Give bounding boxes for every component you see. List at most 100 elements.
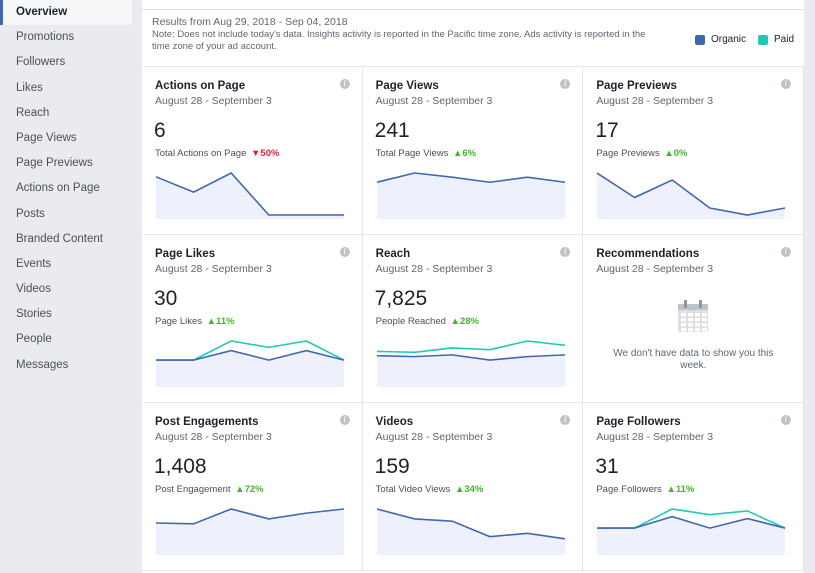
- sidebar-item-stories[interactable]: Stories: [16, 308, 52, 321]
- metric-name: Total Video Views: [375, 484, 453, 495]
- organic-series-line: [376, 354, 565, 361]
- sidebar-item-videos[interactable]: Videos: [16, 283, 51, 296]
- card-post-engagements[interactable]: Post Engagements August 28 - September 3 i…: [142, 403, 363, 571]
- sidebar-item-events[interactable]: Events: [16, 257, 52, 270]
- empty-state: We don't have data to show you this week…: [583, 299, 803, 372]
- sparkline-chart: [156, 508, 345, 555]
- sidebar-item-page-views[interactable]: Page Views: [16, 131, 77, 144]
- card-date-range: August 28 - September 3: [596, 263, 714, 275]
- sidebar-item-followers[interactable]: Followers: [16, 56, 66, 69]
- organic-series-line: [376, 172, 565, 184]
- metric-label: Total Page Views ▲6%: [376, 148, 476, 159]
- metric-value: 1,408: [154, 455, 207, 478]
- metric-value: 30: [154, 287, 178, 310]
- sparkline-chart: [597, 172, 786, 219]
- card-page-likes[interactable]: Page Likes August 28 - September 3 i 30 Page…: [142, 235, 363, 403]
- change-percent: ▼50%: [251, 148, 280, 159]
- metric-value: 31: [595, 455, 619, 478]
- card-title: Actions on Page: [155, 80, 246, 92]
- card-date-range: August 28 - September 3: [375, 431, 493, 443]
- sidebar: Overview Promotions Followers Likes Reach Pag…: [0, 0, 132, 573]
- metric-name: Page Previews: [596, 148, 663, 159]
- metric-label: Page Previews ▲0%: [596, 148, 687, 159]
- metric-name: Page Followers: [596, 484, 665, 495]
- info-icon[interactable]: i: [339, 247, 350, 257]
- change-percent: ▲34%: [454, 484, 484, 495]
- sparkline-chart: [597, 508, 786, 555]
- card-date-range: August 28 - September 3: [596, 95, 714, 107]
- organic-series-line: [597, 515, 786, 529]
- info-icon[interactable]: i: [560, 415, 571, 425]
- sparkline-chart: [156, 340, 345, 387]
- organic-area: [376, 173, 565, 219]
- info-icon[interactable]: i: [560, 79, 571, 89]
- sidebar-item-people[interactable]: People: [16, 333, 52, 346]
- info-icon[interactable]: i: [780, 79, 791, 89]
- paid-legend-swatch: [757, 35, 768, 45]
- metrics-grid: Actions on Page August 28 - September 3 i 6…: [142, 66, 804, 571]
- organic-series-line: [597, 172, 786, 216]
- change-percent: ▲11%: [206, 316, 235, 327]
- metric-label: Total Video Views ▲34%: [376, 484, 484, 495]
- metric-value: 7,825: [374, 287, 428, 310]
- card-title: Page Followers: [596, 416, 681, 428]
- card-title: Page Likes: [155, 248, 216, 260]
- organic-area: [156, 509, 344, 555]
- sidebar-item-branded-content[interactable]: Branded Content: [16, 232, 103, 245]
- metric-label: Total Actions on Page ▼50%: [155, 148, 279, 159]
- card-title: Reach: [375, 248, 411, 260]
- organic-series-line: [156, 508, 345, 525]
- card-date-range: August 28 - September 3: [375, 95, 493, 107]
- main-content: Results from Aug 29, 2018 - Sep 04, 2018…: [142, 0, 804, 573]
- metric-name: Page Likes: [155, 316, 205, 327]
- info-icon[interactable]: i: [560, 247, 571, 257]
- card-date-range: August 28 - September 3: [155, 263, 272, 275]
- metric-name: Total Actions on Page: [155, 148, 250, 159]
- card-recommendations[interactable]: Recommendations August 28 - September 3 i W…: [583, 235, 804, 403]
- sidebar-item-posts[interactable]: Posts: [16, 207, 45, 220]
- card-title: Videos: [375, 416, 414, 428]
- sidebar-item-overview[interactable]: Overview: [0, 0, 132, 26]
- sidebar-item-likes[interactable]: Likes: [16, 81, 43, 94]
- card-page-previews[interactable]: Page Previews August 28 - September 3 i 17 P…: [583, 67, 804, 235]
- card-title: Recommendations: [596, 248, 700, 260]
- change-percent: ▲6%: [453, 148, 477, 159]
- info-icon[interactable]: i: [780, 415, 791, 425]
- change-percent: ▲28%: [450, 316, 479, 327]
- organic-area: [597, 173, 786, 219]
- card-date-range: August 28 - September 3: [375, 263, 493, 275]
- metric-label: People Reached ▲28%: [376, 316, 479, 327]
- info-icon[interactable]: i: [780, 247, 791, 257]
- card-date-range: August 28 - September 3: [155, 95, 272, 107]
- card-title: Page Views: [375, 80, 439, 92]
- sidebar-item-reach[interactable]: Reach: [16, 106, 50, 119]
- card-videos[interactable]: Videos August 28 - September 3 i 159 Total V…: [362, 403, 584, 571]
- card-actions-on-page[interactable]: Actions on Page August 28 - September 3 i 6…: [142, 67, 363, 235]
- sparkline-chart: [376, 340, 565, 387]
- organic-series-line: [376, 508, 565, 540]
- metric-name: People Reached: [375, 316, 449, 327]
- metric-label: Page Likes ▲11%: [155, 316, 235, 327]
- metric-value: 6: [154, 119, 166, 142]
- card-title: Post Engagements: [155, 416, 259, 428]
- sidebar-item-actions-on-page[interactable]: Actions on Page: [16, 182, 100, 195]
- sidebar-item-promotions[interactable]: Promotions: [16, 31, 75, 44]
- timezone-note: Note: Does not include today's data. Ins…: [152, 29, 646, 52]
- organic-area: [376, 509, 565, 555]
- info-icon[interactable]: i: [339, 415, 350, 425]
- organic-legend-swatch: [694, 35, 705, 45]
- info-icon[interactable]: i: [339, 79, 350, 89]
- sidebar-item-page-previews[interactable]: Page Previews: [16, 157, 93, 170]
- metric-value: 159: [374, 455, 410, 478]
- sidebar-item-messages[interactable]: Messages: [16, 358, 69, 371]
- sparkline-chart: [376, 172, 565, 219]
- change-percent: ▲11%: [666, 484, 695, 495]
- card-reach[interactable]: Reach August 28 - September 3 i 7,825 People…: [362, 235, 584, 403]
- paid-series-line: [376, 340, 565, 354]
- metric-name: Post Engagement: [155, 484, 234, 495]
- calendar-icon: [678, 300, 709, 332]
- card-page-followers[interactable]: Page Followers August 28 - September 3 i 31…: [583, 403, 804, 571]
- organic-area: [156, 350, 344, 387]
- card-page-views[interactable]: Page Views August 28 - September 3 i 241 Tot…: [362, 67, 584, 235]
- change-percent: ▲0%: [664, 148, 688, 159]
